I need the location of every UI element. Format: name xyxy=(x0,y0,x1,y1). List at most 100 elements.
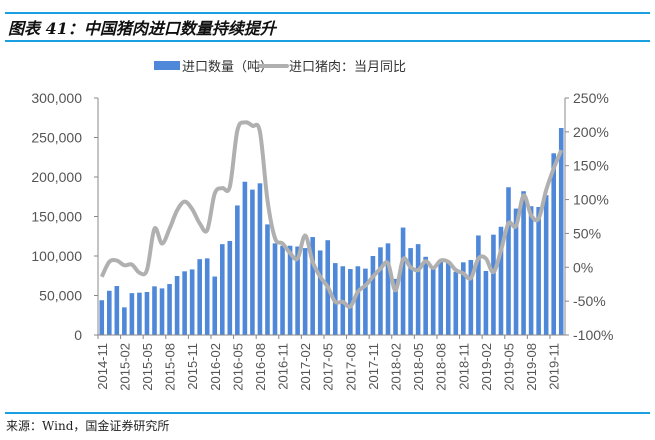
chart: 进口数量（吨） 进口猪肉：当月同比 0 50,000 100,000 150,000 2… xyxy=(31,59,613,391)
bar xyxy=(257,183,263,335)
bar xyxy=(543,195,549,335)
bar xyxy=(317,250,323,335)
bar xyxy=(355,266,361,335)
legend-bar-label: 进口数量（吨） xyxy=(182,59,273,74)
bar xyxy=(152,286,157,335)
bar xyxy=(174,275,180,335)
bar xyxy=(558,128,564,335)
legend: 进口数量（吨） 进口猪肉：当月同比 xyxy=(154,59,406,74)
right-tick-label: 0% xyxy=(573,259,593,275)
x-tick-label: 2018-05 xyxy=(411,343,426,391)
bar xyxy=(137,292,142,335)
top-rule xyxy=(5,12,650,14)
x-tick-label: 2017-08 xyxy=(343,343,358,391)
x-tick-label: 2017-11 xyxy=(366,343,381,390)
left-tick-label: 50,000 xyxy=(39,288,82,304)
bottom-rule xyxy=(5,412,650,414)
bar xyxy=(204,258,210,335)
x-tick-label: 2017-05 xyxy=(321,343,336,391)
right-tick-label: 150% xyxy=(573,158,609,174)
right-tick-label: 250% xyxy=(573,90,609,106)
bar xyxy=(423,256,428,335)
right-tick-label: -100% xyxy=(573,327,613,343)
bar xyxy=(159,288,165,335)
bar xyxy=(212,276,218,335)
bar xyxy=(521,191,526,335)
left-tick-label: 0 xyxy=(74,327,82,343)
left-axis: 0 50,000 100,000 150,000 200,000 250,000 300,0… xyxy=(31,90,99,343)
right-tick-label: -50% xyxy=(573,293,606,309)
bar xyxy=(400,227,406,335)
bar xyxy=(491,234,496,335)
left-tick-label: 200,000 xyxy=(31,169,82,185)
bar xyxy=(265,224,270,335)
bar xyxy=(106,290,112,335)
bar xyxy=(295,246,300,335)
x-tick-label: 2017-02 xyxy=(298,343,313,391)
bar xyxy=(167,284,172,335)
bar xyxy=(513,208,519,335)
yoy-line xyxy=(99,120,564,309)
bar xyxy=(363,268,368,335)
bar xyxy=(122,307,127,335)
x-tick-label: 2018-08 xyxy=(434,343,449,391)
x-tick-label: 2015-02 xyxy=(117,343,132,391)
right-tick-label: 200% xyxy=(573,124,609,140)
bar xyxy=(242,181,248,335)
bar xyxy=(498,226,504,335)
bar xyxy=(378,247,383,335)
line-series xyxy=(99,120,564,309)
x-tick-label: 2016-11 xyxy=(276,343,291,390)
bar xyxy=(468,259,474,335)
bar-series xyxy=(99,128,564,335)
bar xyxy=(219,244,225,335)
left-tick-label: 300,000 xyxy=(31,90,82,106)
bar xyxy=(302,248,308,335)
left-tick-label: 250,000 xyxy=(31,130,82,146)
bar xyxy=(114,286,120,335)
x-tick-label: 2019-05 xyxy=(502,343,517,391)
bar xyxy=(408,248,413,335)
x-tick-label: 2019-02 xyxy=(479,343,494,391)
bar xyxy=(182,271,187,335)
bar xyxy=(536,207,541,335)
bar xyxy=(430,268,436,335)
bar xyxy=(528,206,534,335)
bar xyxy=(393,278,398,335)
x-tick-label: 2014-11 xyxy=(95,343,110,390)
right-axis: -100% -50% 0% 50% 100% 150% 200% 250% xyxy=(564,90,613,343)
bar xyxy=(235,205,240,335)
x-tick-label: 2018-02 xyxy=(389,343,404,391)
bar xyxy=(476,235,481,335)
bar xyxy=(250,189,255,335)
left-tick-label: 100,000 xyxy=(31,248,82,264)
x-tick-label: 2015-08 xyxy=(163,343,178,391)
bar xyxy=(280,245,285,335)
bar xyxy=(445,263,451,335)
title-rule xyxy=(5,40,650,42)
bar xyxy=(227,240,233,335)
bar xyxy=(551,153,557,335)
chart-title: 图表 41：中国猪肉进口数量持续提升 xyxy=(8,19,276,38)
bar xyxy=(310,237,315,335)
left-tick-label: 150,000 xyxy=(31,209,82,225)
bar xyxy=(483,271,489,335)
bar xyxy=(197,259,202,335)
bar xyxy=(129,293,135,335)
x-tick-label: 2016-05 xyxy=(230,343,245,391)
x-axis: 2014-11 2015-02 2015-05 2015-08 2015-11 2016-… xyxy=(95,334,565,391)
x-tick-label: 2019-11 xyxy=(547,343,562,390)
right-tick-label: 50% xyxy=(573,225,601,241)
x-tick-label: 2019-08 xyxy=(524,343,539,391)
source-note: 来源：Wind，国金证券研究所 xyxy=(6,419,170,433)
bar xyxy=(144,292,150,335)
bar xyxy=(348,269,353,335)
bar xyxy=(385,243,391,335)
x-tick-label: 2016-08 xyxy=(253,343,268,391)
bar xyxy=(370,256,376,335)
bar xyxy=(453,271,459,335)
x-tick-label: 2018-11 xyxy=(456,343,471,390)
bar xyxy=(461,262,466,335)
bar xyxy=(506,187,511,335)
legend-bar-swatch xyxy=(154,61,180,70)
